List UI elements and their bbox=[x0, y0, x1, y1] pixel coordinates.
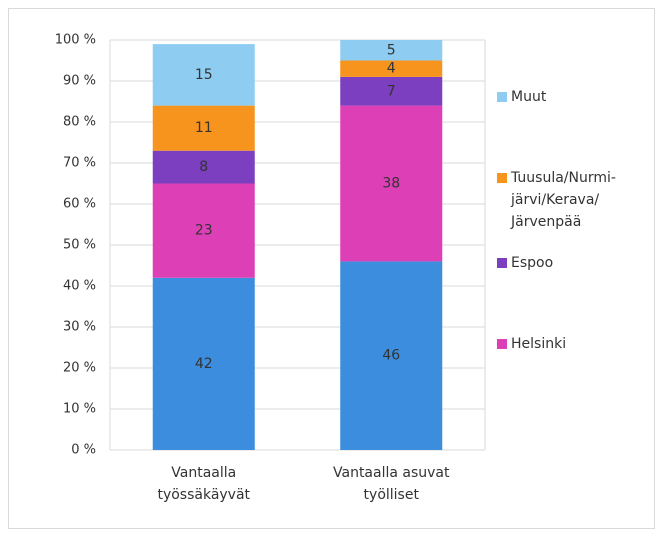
data-label: 38 bbox=[382, 176, 400, 192]
y-tick-label: 70 % bbox=[63, 156, 96, 171]
y-tick-label: 0 % bbox=[71, 443, 96, 458]
legend-label: Muut bbox=[511, 89, 547, 105]
y-tick-label: 50 % bbox=[63, 238, 96, 253]
bar-segment bbox=[340, 60, 443, 77]
data-label: 8 bbox=[199, 159, 208, 175]
y-tick-label: 20 % bbox=[63, 361, 96, 376]
y-tick-label: 60 % bbox=[63, 197, 96, 212]
legend-label: Espoo bbox=[511, 255, 554, 271]
y-tick-label: 90 % bbox=[63, 74, 96, 89]
data-label: 15 bbox=[195, 67, 213, 83]
legend-swatch bbox=[497, 173, 507, 183]
bar-segment bbox=[152, 183, 255, 278]
data-label: 7 bbox=[387, 83, 396, 99]
data-label: 11 bbox=[195, 120, 213, 136]
y-tick-label: 40 % bbox=[63, 279, 96, 294]
y-tick-label: 80 % bbox=[63, 115, 96, 130]
y-tick-label: 30 % bbox=[63, 320, 96, 335]
bar-segment bbox=[152, 277, 255, 450]
y-tick-label: 100 % bbox=[55, 33, 96, 48]
data-label: 23 bbox=[195, 223, 213, 239]
y-tick-label: 10 % bbox=[63, 402, 96, 417]
bar-segment bbox=[340, 105, 443, 262]
data-label: 4 bbox=[387, 61, 396, 77]
bar-segment bbox=[152, 44, 255, 106]
legend-label: Helsinki bbox=[511, 336, 567, 352]
legend-swatch bbox=[497, 258, 507, 268]
legend-swatch bbox=[497, 92, 507, 102]
data-label: 46 bbox=[382, 348, 400, 364]
chart-border bbox=[8, 8, 655, 529]
bar-segment bbox=[340, 261, 443, 450]
bar-segment bbox=[340, 40, 443, 61]
legend-swatch bbox=[497, 339, 507, 349]
x-tick-label: Vantaalla työssäkäyvät bbox=[157, 465, 251, 503]
bar-segment bbox=[340, 76, 443, 106]
bar-segment bbox=[152, 150, 255, 184]
x-tick-label: Vantaalla asuvat työlliset bbox=[333, 465, 450, 503]
data-label: 42 bbox=[195, 356, 213, 372]
data-label: 5 bbox=[387, 42, 396, 58]
legend-label: Tuusula/Nurmi- järvi/Kerava/ Järvenpää bbox=[511, 170, 616, 230]
bar-segment bbox=[152, 105, 255, 151]
